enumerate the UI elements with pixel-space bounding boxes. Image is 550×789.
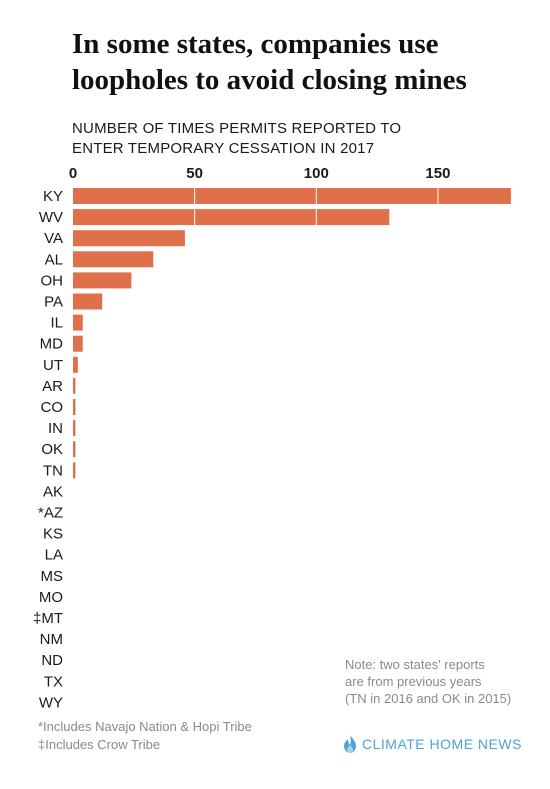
chart-note: Note: two states' reports are from previ…	[345, 656, 525, 707]
y-category-label: MO	[39, 589, 63, 606]
bar	[73, 441, 76, 458]
subtitle-line: ENTER TEMPORARY CESSATION IN 2017	[72, 140, 375, 157]
x-tick-label: 50	[186, 165, 203, 182]
y-category-label: ‡MT	[33, 610, 63, 627]
y-category-label: MD	[40, 336, 63, 353]
y-category-label: *AZ	[38, 505, 63, 522]
bar	[73, 251, 154, 268]
note-line: Note: two states' reports	[345, 657, 485, 672]
y-category-label: WV	[39, 209, 63, 226]
x-tick-label: 100	[304, 165, 329, 182]
y-category-label: VA	[44, 230, 63, 247]
y-category-label: CO	[41, 399, 64, 416]
y-category-label: OK	[41, 441, 63, 458]
chart-subtitle: NUMBER OF TIMES PERMITS REPORTED TO ENTE…	[72, 119, 502, 159]
y-category-label: MS	[41, 568, 64, 585]
subtitle-line: NUMBER OF TIMES PERMITS REPORTED TO	[72, 120, 402, 137]
x-tick-label: 0	[69, 165, 77, 182]
bar	[73, 188, 511, 204]
bar	[73, 420, 76, 437]
y-category-label: AR	[42, 378, 63, 395]
bar	[73, 335, 83, 352]
bar	[73, 272, 132, 289]
y-category-label: AL	[45, 251, 63, 268]
y-category-label: KS	[43, 526, 63, 543]
brand-logo: CLIMATE HOME NEWS	[342, 734, 522, 754]
bar	[73, 314, 83, 331]
chart-title: In some states, companies use loopholes …	[72, 28, 467, 96]
bar	[73, 377, 76, 394]
y-category-label: KY	[43, 188, 63, 205]
note-line: are from previous years	[345, 674, 482, 689]
footnotes: *Includes Navajo Nation & Hopi Tribe ‡In…	[38, 718, 252, 754]
y-category-label: PA	[44, 294, 63, 311]
y-category-label: ND	[41, 652, 63, 669]
bar	[73, 209, 390, 226]
bar	[73, 293, 103, 310]
y-category-label: UT	[43, 357, 63, 374]
x-tick-label: 150	[425, 165, 450, 182]
footnote-mt: ‡Includes Crow Tribe	[38, 737, 161, 752]
y-category-label: TN	[43, 462, 63, 479]
y-category-label: LA	[45, 547, 63, 564]
y-category-label: OH	[41, 272, 64, 289]
brand-name: CLIMATE HOME NEWS	[362, 736, 522, 752]
y-category-label: IL	[50, 315, 63, 332]
bar	[73, 356, 78, 373]
y-category-label: TX	[44, 673, 63, 690]
y-category-label: AK	[43, 483, 63, 500]
bar	[73, 462, 76, 479]
flame-logo-icon	[344, 735, 356, 753]
footnote-az: *Includes Navajo Nation & Hopi Tribe	[38, 719, 252, 734]
bar	[73, 399, 76, 415]
bar	[73, 230, 185, 247]
note-line: (TN in 2016 and OK in 2015)	[345, 691, 512, 706]
y-category-label: IN	[48, 420, 63, 437]
y-category-label: WY	[39, 694, 63, 711]
y-category-label: NM	[40, 631, 63, 648]
